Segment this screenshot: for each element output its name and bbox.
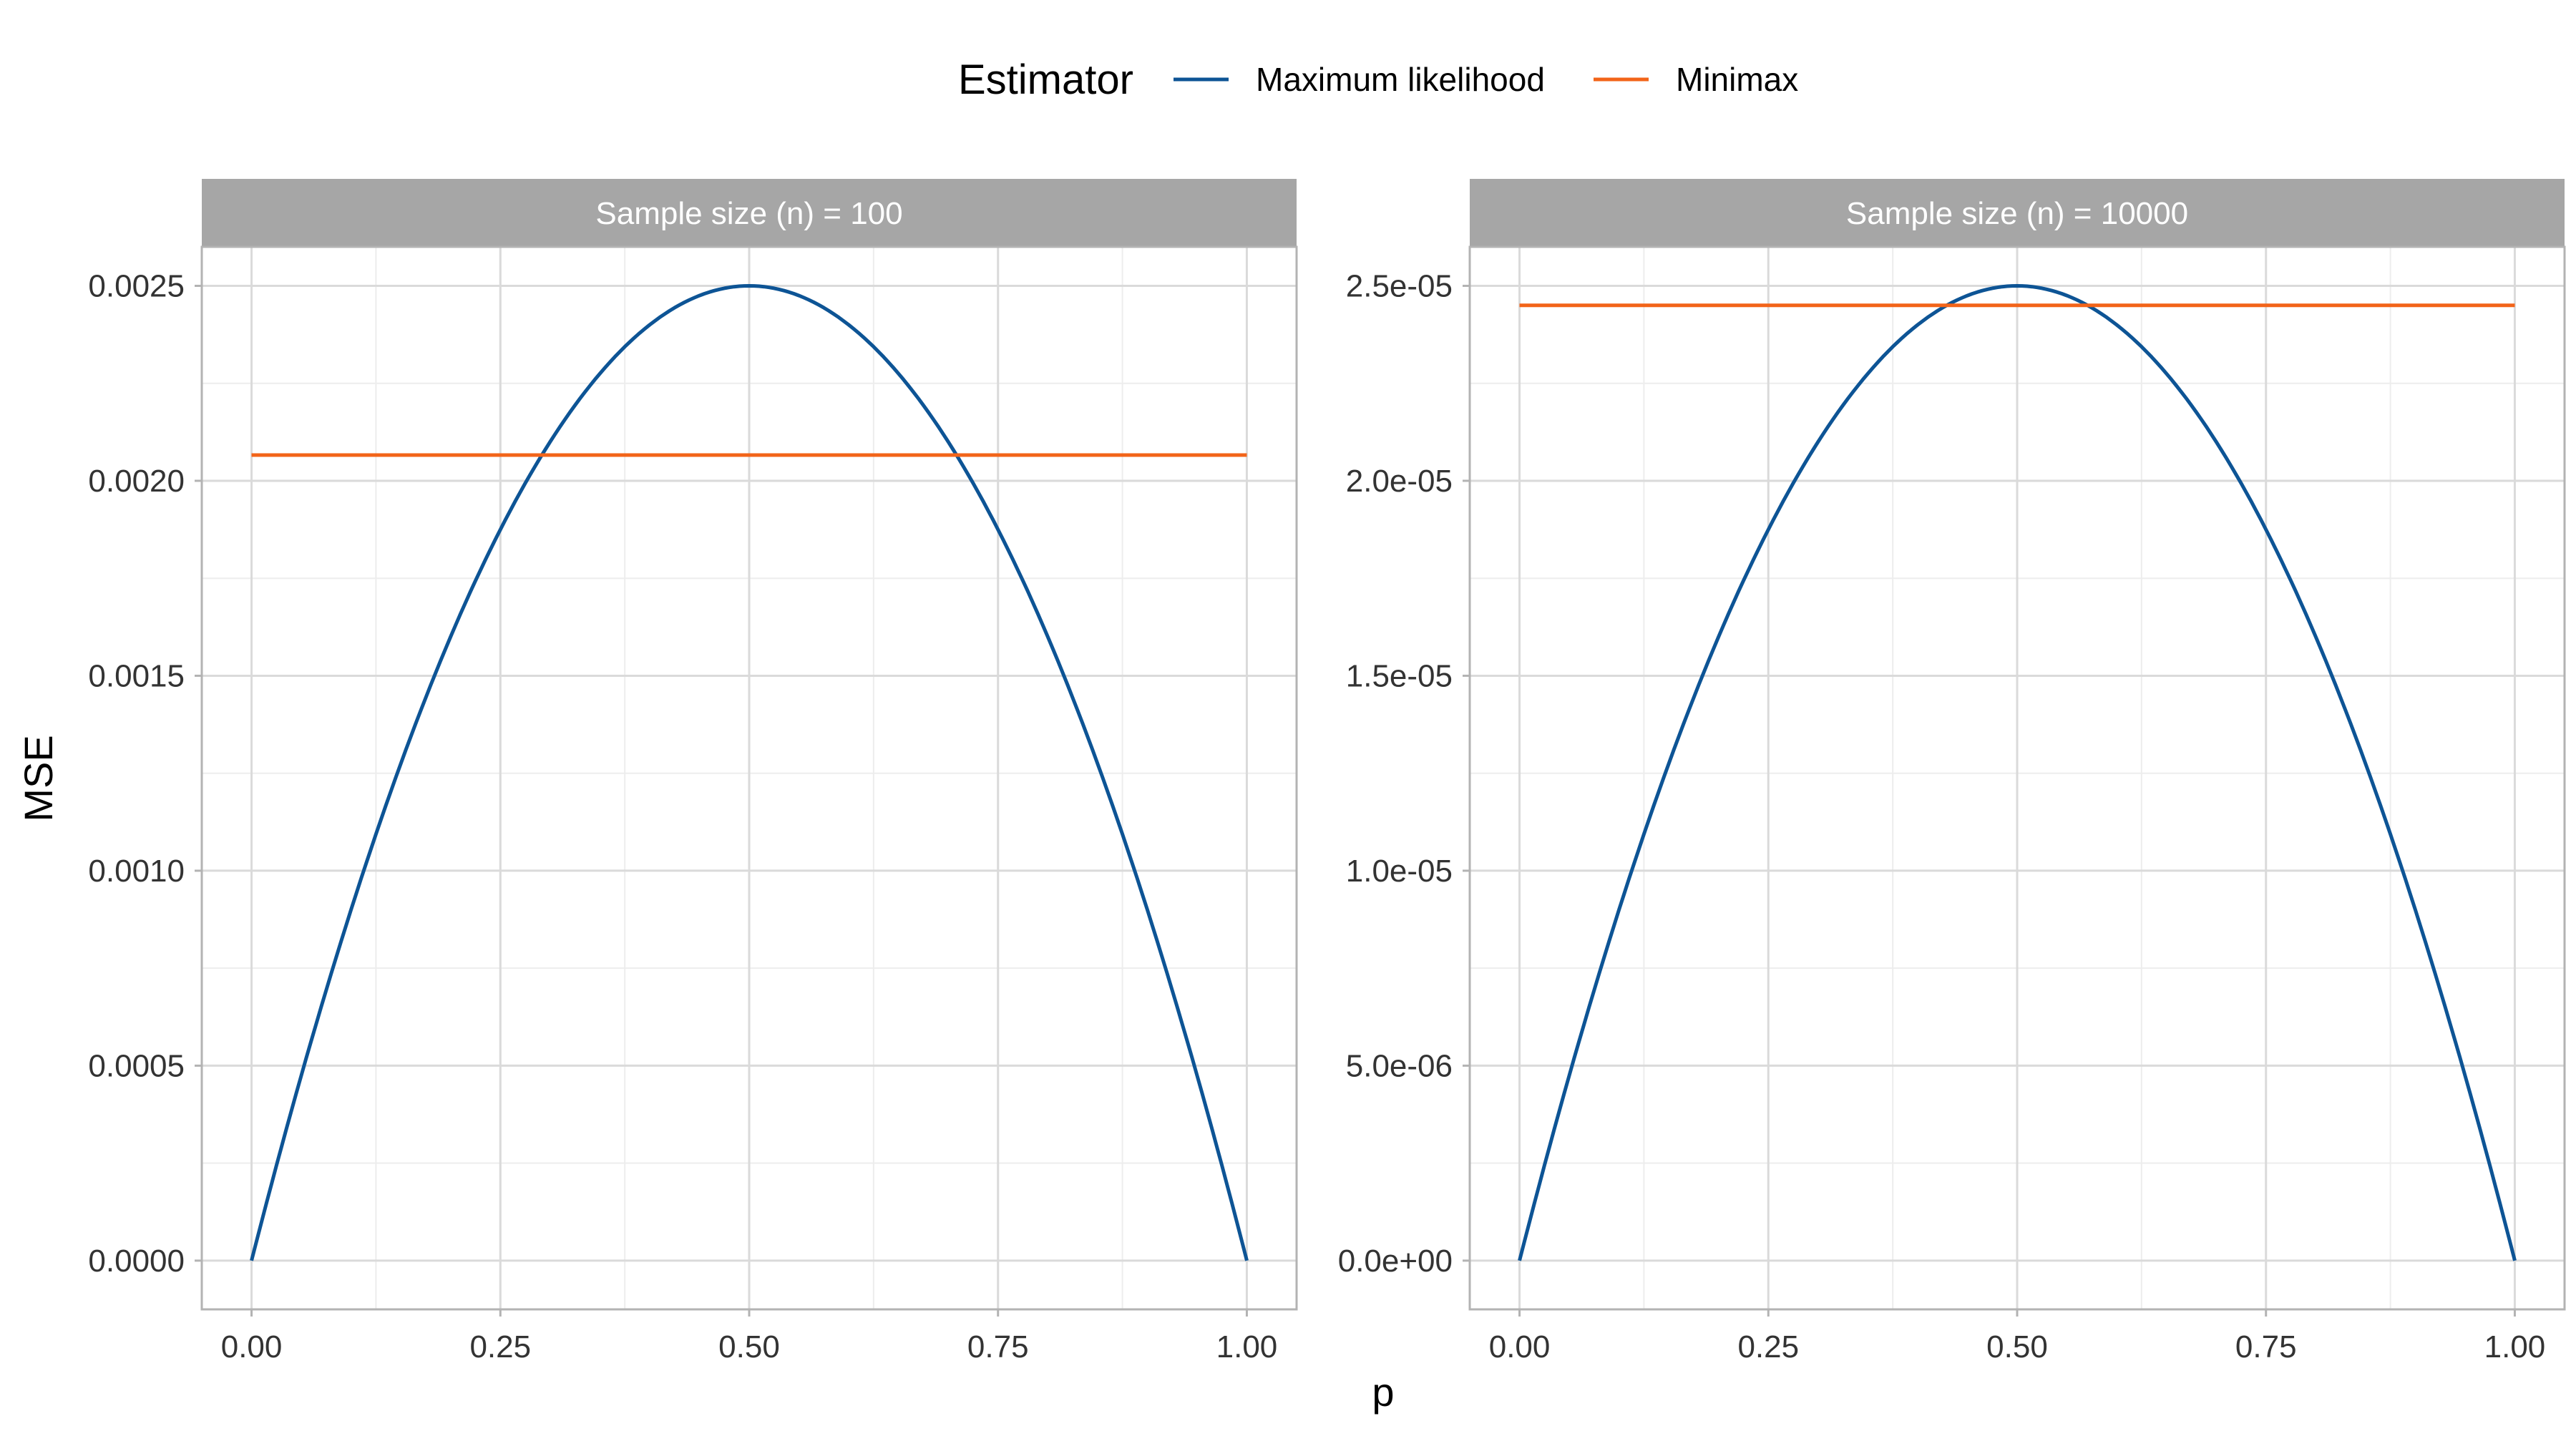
- y-tick-label: 1.0e-05: [1346, 854, 1453, 889]
- y-tick-label: 0.0005: [88, 1048, 185, 1083]
- x-tick-label: 1.00: [2484, 1329, 2546, 1364]
- panel-n-100: Sample size (n) = 100 0.00 0.25 0.50 0.75 1.…: [88, 179, 1298, 1364]
- x-tick-label: 0.25: [1737, 1329, 1799, 1364]
- legend-title: Estimator: [958, 57, 1133, 103]
- y-tick-label: 2.5e-05: [1346, 268, 1453, 303]
- panel-n-10000: Sample size (n) = 10000 0.00 0.25 0.50 0.75…: [1338, 179, 2566, 1364]
- strip-label: Sample size (n) = 10000: [1846, 196, 2188, 231]
- y-tick-label: 1.5e-05: [1346, 658, 1453, 693]
- legend: Estimator Maximum likelihood Minimax: [958, 57, 1798, 103]
- y-tick-label: 0.0010: [88, 854, 185, 889]
- x-tick-label: 0.50: [1986, 1329, 2048, 1364]
- x-tick-label: 0.00: [1489, 1329, 1551, 1364]
- x-tick-label: 0.50: [718, 1329, 780, 1364]
- x-tick-label: 0.75: [2235, 1329, 2297, 1364]
- y-tick-label: 0.0025: [88, 268, 185, 303]
- x-tick-label: 0.25: [469, 1329, 531, 1364]
- x-axis-title: p: [1372, 1369, 1394, 1415]
- strip-background: [202, 179, 1297, 247]
- x-tick-label: 0.00: [221, 1329, 283, 1364]
- strip-label: Sample size (n) = 100: [595, 196, 902, 231]
- series-line-maximum-likelihood: [1518, 284, 2517, 1261]
- y-tick-label: 5.0e-06: [1346, 1048, 1453, 1083]
- legend-label-minimax: Minimax: [1676, 61, 1798, 98]
- y-tick-label: 2.0e-05: [1346, 464, 1453, 499]
- series-line-maximum-likelihood: [250, 284, 1249, 1261]
- x-tick-label: 0.75: [967, 1329, 1029, 1364]
- y-tick-label: 0.0e+00: [1338, 1244, 1453, 1279]
- strip-background: [1470, 179, 2565, 247]
- y-tick-label: 0.0015: [88, 658, 185, 693]
- x-tick-label: 1.00: [1216, 1329, 1278, 1364]
- legend-label-maximum-likelihood: Maximum likelihood: [1256, 61, 1545, 98]
- y-axis-title: MSE: [16, 735, 61, 821]
- y-tick-label: 0.0020: [88, 464, 185, 499]
- y-tick-label: 0.0000: [88, 1244, 185, 1279]
